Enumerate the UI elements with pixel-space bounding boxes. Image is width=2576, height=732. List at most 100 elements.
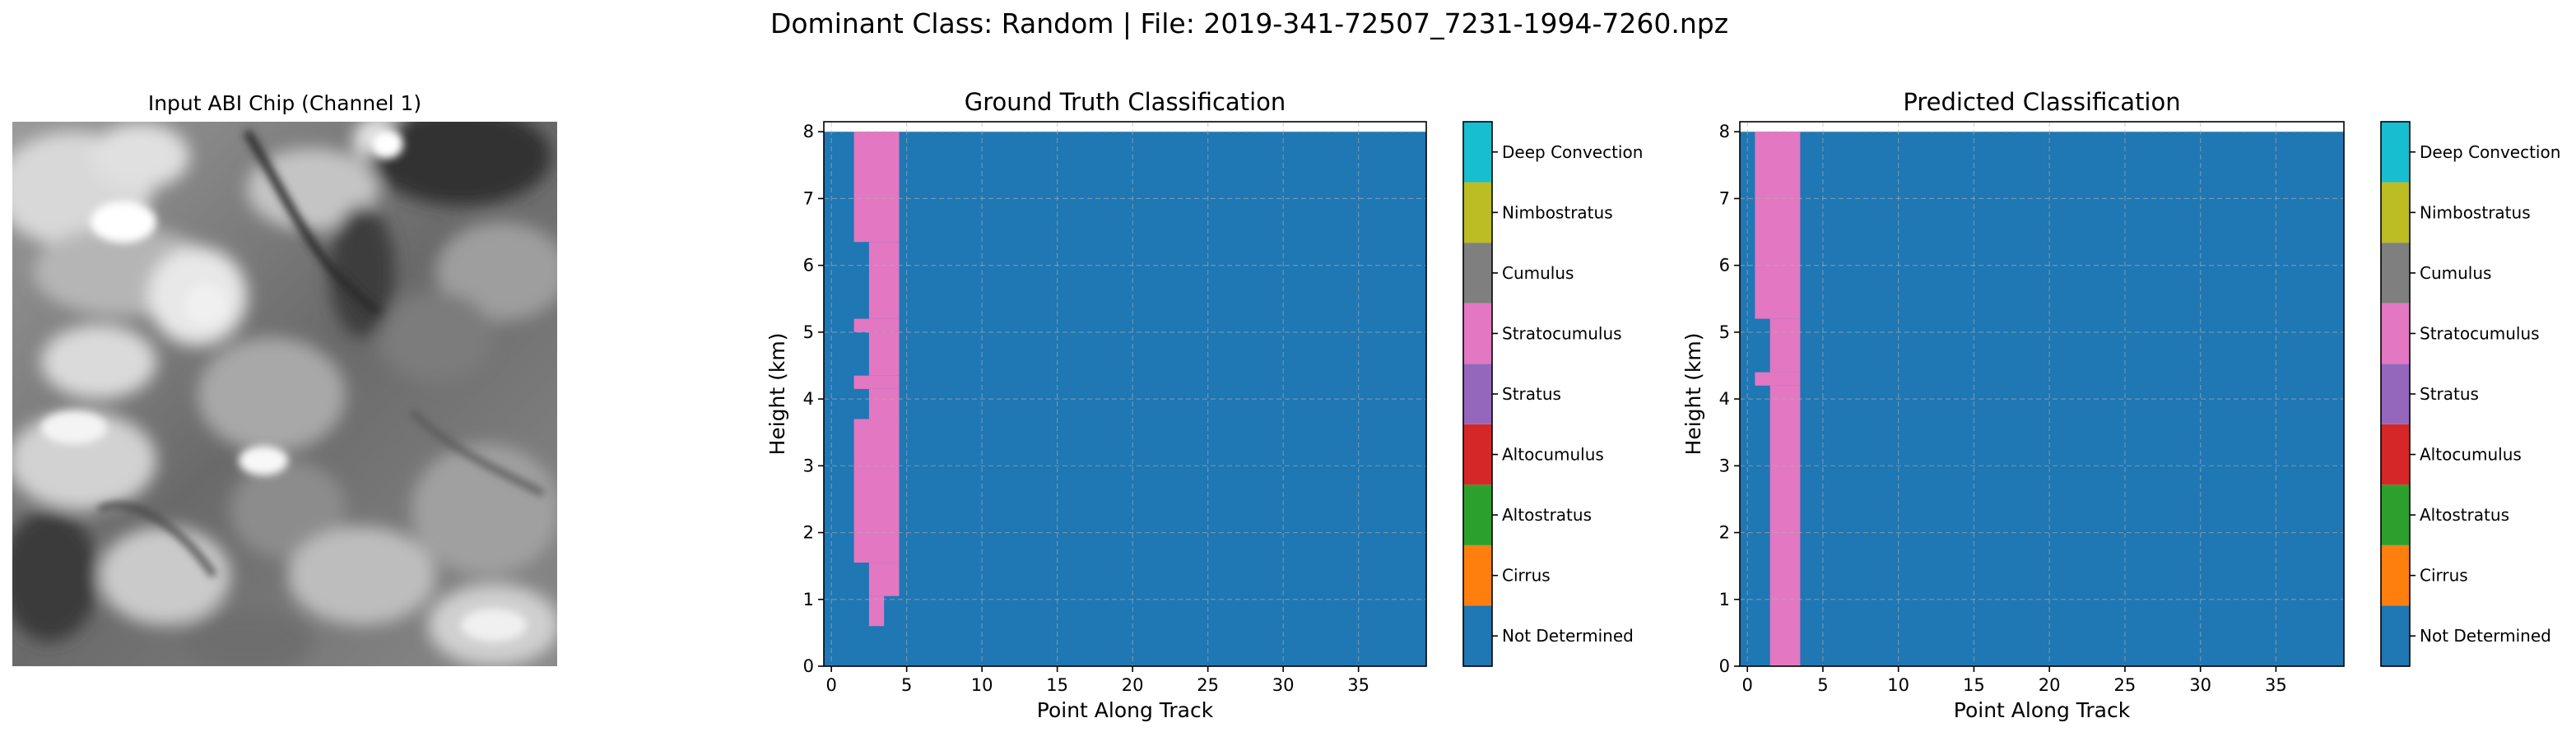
x-tick-label: 0 — [1741, 675, 1752, 695]
y-tick-label: 2 — [803, 523, 814, 543]
x-tick-label: 10 — [1887, 675, 1909, 695]
y-tick-label: 8 — [803, 122, 814, 141]
input-chip-panel: Input ABI Chip (Channel 1) — [12, 91, 557, 666]
colorbar-swatch — [2381, 544, 2410, 606]
colorbar-label: Altostratus — [1502, 505, 1592, 525]
colorbar-frame — [2380, 121, 2411, 667]
y-tick-label: 7 — [803, 188, 814, 208]
colorbar-label: Altocumulus — [1502, 445, 1604, 465]
y-tick-label: 6 — [1719, 256, 1730, 276]
colorbar-label: Altostratus — [2420, 505, 2509, 525]
x-tick-label: 35 — [1347, 675, 1369, 695]
chart-title: Ground Truth Classification — [965, 88, 1286, 116]
x-tick-label: 0 — [825, 675, 836, 695]
y-tick-label: 4 — [803, 389, 814, 409]
x-tick-label: 35 — [2265, 675, 2287, 695]
satellite-image — [12, 122, 557, 666]
axes-frame — [1739, 121, 2345, 667]
colorbar-label: Deep Convection — [2420, 142, 2560, 162]
colorbar-swatch — [2381, 484, 2410, 545]
colorbar-label: Stratus — [2420, 384, 2479, 404]
colorbar-label: Cirrus — [1502, 566, 1551, 586]
colorbar-swatch — [1463, 243, 1492, 303]
y-tick-label: 0 — [1719, 656, 1730, 676]
colorbar-label: Deep Convection — [1502, 142, 1643, 162]
x-axis-label: Point Along Track — [1954, 698, 2131, 722]
class-region — [868, 242, 900, 319]
x-axis-label: Point Along Track — [1037, 698, 1214, 722]
x-tick-label: 20 — [2039, 675, 2061, 695]
y-tick-label: 5 — [1719, 322, 1730, 342]
colorbar-swatch — [2381, 243, 2410, 303]
colorbar-swatch — [2381, 303, 2410, 364]
x-tick-label: 30 — [2189, 675, 2211, 695]
x-tick-label: 5 — [901, 675, 912, 695]
colorbar-swatch — [2381, 424, 2410, 485]
x-tick-label: 5 — [1817, 675, 1828, 695]
colorbar-swatch — [1463, 303, 1492, 364]
class-region — [853, 318, 900, 332]
class-region — [868, 595, 885, 627]
y-tick-label: 4 — [1719, 389, 1730, 409]
colorbar-swatch — [1463, 182, 1492, 243]
colorbar-label: Not Determined — [1502, 626, 1634, 646]
x-tick-label: 15 — [1963, 675, 1985, 695]
chart-title: Predicted Classification — [1903, 88, 2180, 116]
class-region — [853, 375, 900, 389]
class-region — [853, 419, 900, 563]
colorbar-label: Stratocumulus — [1502, 323, 1622, 343]
y-axis-label: Height (km) — [765, 333, 789, 456]
class-region — [1769, 385, 1801, 666]
colorbar-label: Nimbostratus — [1502, 202, 1613, 222]
axes-frame — [823, 121, 1427, 667]
colorbar-label: Nimbostratus — [2420, 202, 2531, 222]
class-region — [1755, 132, 1801, 319]
colorbar-swatch — [2381, 605, 2410, 666]
y-tick-label: 2 — [1719, 523, 1730, 543]
colorbar-label: Not Determined — [2420, 626, 2551, 646]
y-tick-label: 7 — [1719, 188, 1730, 208]
y-tick-label: 3 — [803, 456, 814, 475]
colorbar-swatch — [1463, 364, 1492, 424]
colorbar-swatch — [1463, 605, 1492, 666]
class-region — [1769, 318, 1801, 373]
x-tick-label: 15 — [1046, 675, 1068, 695]
y-axis-label: Height (km) — [1681, 333, 1705, 456]
colorbar-label: Cirrus — [2420, 566, 2468, 586]
colorbar-label: Altocumulus — [2420, 445, 2522, 465]
colorbar-swatch — [1463, 544, 1492, 606]
y-tick-label: 1 — [1719, 590, 1730, 609]
x-tick-label: 10 — [971, 675, 993, 695]
colorbar-swatch — [2381, 122, 2410, 183]
colorbar-swatch — [2381, 182, 2410, 243]
class-region — [868, 388, 900, 419]
colorbar-swatch — [2381, 364, 2410, 424]
colorbar-label: Cumulus — [2420, 263, 2491, 283]
x-tick-label: 20 — [1122, 675, 1144, 695]
y-tick-label: 6 — [803, 256, 814, 276]
y-tick-label: 0 — [803, 656, 814, 676]
x-tick-label: 25 — [2114, 675, 2137, 695]
y-tick-label: 1 — [803, 590, 814, 609]
y-tick-label: 5 — [803, 322, 814, 342]
class-region — [1755, 372, 1801, 386]
colorbar-label: Stratocumulus — [2420, 323, 2540, 343]
colorbar-swatch — [1463, 484, 1492, 545]
class-region — [868, 331, 900, 376]
figure-suptitle: Dominant Class: Random | File: 2019-341-… — [770, 7, 1728, 39]
colorbar-swatch — [1463, 122, 1492, 183]
y-tick-label: 8 — [1719, 122, 1730, 141]
colorbar-label: Cumulus — [1502, 263, 1574, 283]
colorbar-label: Stratus — [1502, 384, 1561, 404]
class-region — [853, 132, 900, 243]
x-tick-label: 25 — [1197, 675, 1219, 695]
y-tick-label: 3 — [1719, 456, 1730, 475]
class-region — [868, 563, 900, 596]
input-chip-title: Input ABI Chip (Channel 1) — [148, 91, 421, 115]
colorbar-frame — [1462, 121, 1493, 667]
x-tick-label: 30 — [1272, 675, 1295, 695]
colorbar-swatch — [1463, 424, 1492, 485]
